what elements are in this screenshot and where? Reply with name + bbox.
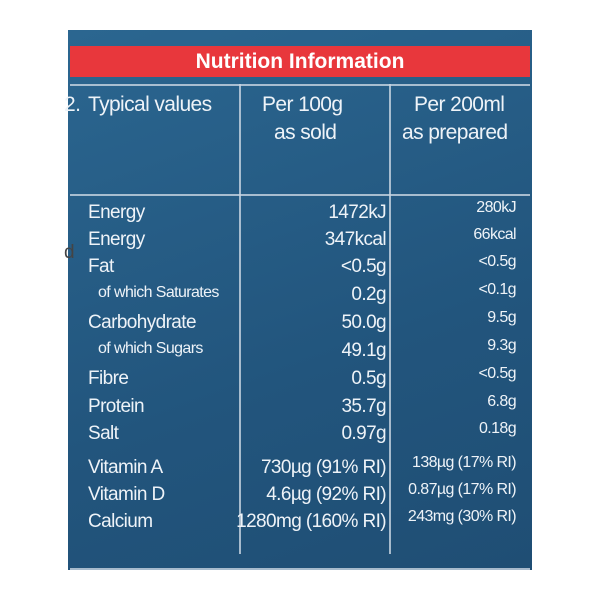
nutrient-name: Fat — [88, 256, 114, 277]
nutrient-name: Calcium — [88, 511, 153, 532]
header-label: Typical values — [88, 93, 212, 116]
value-per-200ml: <0.1g — [478, 281, 517, 298]
column-divider — [389, 84, 391, 554]
nutrient-name: Vitamin A — [88, 457, 163, 478]
nutrient-name: Vitamin D — [88, 484, 165, 505]
edge-fragment: 2. — [64, 93, 81, 116]
header-200ml: as prepared — [402, 121, 508, 144]
value-per-100g: 4.6µg (92% RI) — [266, 484, 386, 505]
nutrient-name: Carbohydrate — [88, 312, 197, 333]
nutrient-name: of which Saturates — [98, 284, 219, 301]
header-100g: as sold — [274, 121, 337, 144]
value-per-200ml: 0.18g — [478, 420, 517, 437]
value-per-200ml: 9.3g — [487, 337, 516, 354]
value-per-200ml: 243mg (30% RI) — [407, 508, 517, 525]
value-per-200ml: 6.8g — [487, 393, 516, 410]
column-divider — [239, 84, 241, 554]
value-per-100g: <0.5g — [340, 256, 387, 277]
title: Nutrition Information — [70, 46, 530, 77]
value-per-200ml: 66kcal — [473, 226, 516, 243]
value-per-100g: 49.1g — [341, 340, 386, 361]
nutrient-name: Energy — [88, 229, 145, 250]
header-200ml: Per 200ml — [414, 93, 505, 116]
value-per-200ml: 0.87µg (17% RI) — [408, 481, 516, 498]
value-per-100g: 0.5g — [351, 368, 386, 389]
nutrient-name: of which Sugars — [98, 340, 203, 357]
value-per-100g: 1280mg (160% RI) — [236, 511, 386, 532]
nutrient-name: Protein — [88, 396, 145, 417]
value-per-200ml: 9.5g — [487, 309, 516, 326]
value-per-100g: 0.2g — [351, 284, 386, 305]
row-divider — [70, 568, 530, 570]
value-per-200ml: 280kJ — [476, 199, 516, 216]
value-per-100g: 1472kJ — [328, 202, 386, 223]
value-per-200ml: <0.5g — [478, 253, 517, 270]
value-per-100g: 0.97g — [341, 423, 386, 444]
value-per-200ml: 138µg (17% RI) — [412, 454, 517, 471]
nutrient-name: Fibre — [88, 368, 129, 389]
value-per-100g: 35.7g — [341, 396, 386, 417]
value-per-100g: 50.0g — [341, 312, 386, 333]
header-100g: Per 100g — [262, 93, 343, 116]
value-per-200ml: <0.5g — [478, 365, 517, 382]
value-per-100g: 347kcal — [324, 229, 387, 250]
nutrient-name: Energy — [88, 202, 145, 223]
row-divider — [70, 194, 530, 196]
row-divider — [70, 84, 530, 86]
nutrient-name: Salt — [88, 423, 119, 444]
value-per-100g: 730µg (91% RI) — [260, 457, 387, 478]
label-panel — [68, 30, 532, 570]
edge-fragment: d — [64, 242, 75, 263]
